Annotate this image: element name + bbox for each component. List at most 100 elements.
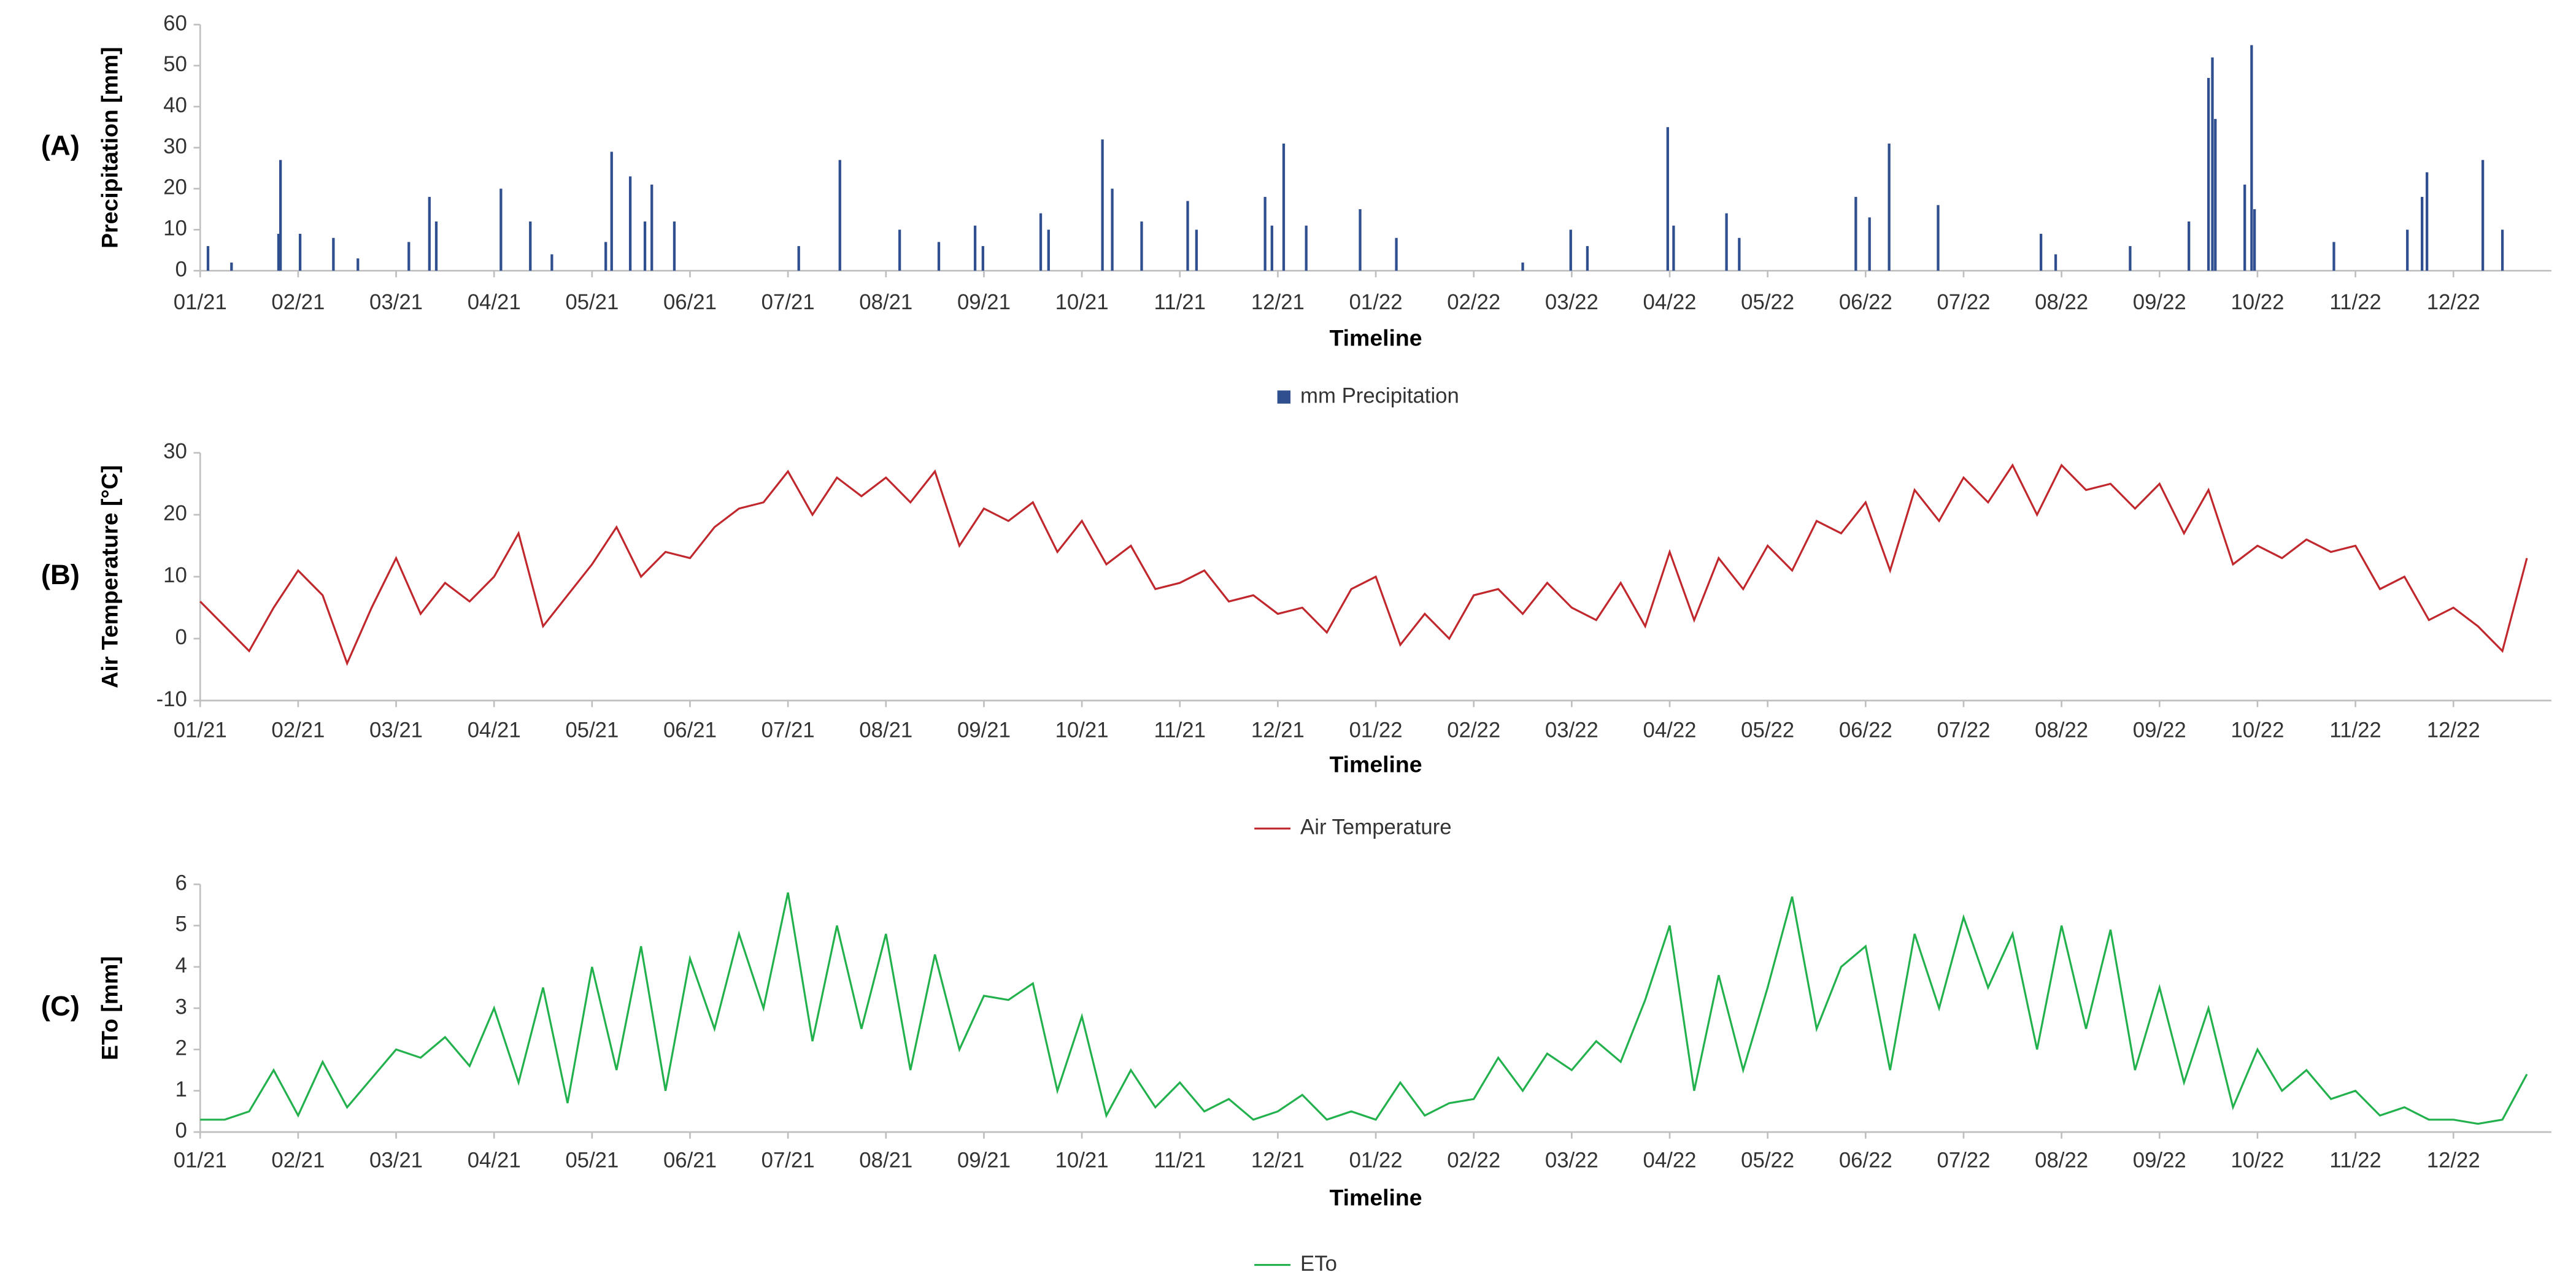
x-tick-label: 09/21: [957, 1149, 1011, 1172]
x-tick-label: 04/21: [468, 291, 521, 314]
x-tick-label: 04/22: [1643, 1149, 1697, 1172]
y-tick-label: 30: [163, 135, 187, 158]
bar: [610, 152, 613, 271]
bar: [1039, 213, 1043, 271]
x-tick-label: 01/22: [1349, 291, 1403, 314]
y-tick-label: 0: [175, 1119, 187, 1142]
x-tick-label: 06/21: [663, 291, 717, 314]
x-tick-label: 09/21: [957, 291, 1011, 314]
x-tick-label: 02/22: [1447, 719, 1500, 742]
bar: [428, 196, 431, 271]
x-tick-label: 07/22: [1937, 291, 1990, 314]
bar: [2214, 118, 2217, 271]
y-axis-title: Precipitation [mm]: [97, 47, 123, 249]
x-tick-label: 05/22: [1741, 719, 1794, 742]
panel: (A) Precipitation [mm] Timeline 0 10 20 30 40 50…: [41, 12, 2551, 407]
bar: [2425, 172, 2429, 271]
legend-label: ETo: [1300, 1252, 1337, 1276]
x-tick-label: 11/22: [2329, 291, 2381, 314]
bar: [2253, 209, 2256, 271]
bar: [973, 225, 977, 271]
y-tick-label: 10: [163, 564, 187, 587]
bar: [1047, 229, 1050, 271]
bar: [1569, 229, 1572, 271]
x-tick-label: 02/22: [1447, 291, 1500, 314]
bar: [2054, 254, 2057, 271]
x-tick-label: 08/22: [2035, 291, 2088, 314]
y-tick-label: 30: [163, 440, 187, 463]
bar: [206, 246, 210, 271]
x-tick-label: 07/22: [1937, 719, 1990, 742]
y-tick-label: 0: [175, 626, 187, 649]
x-tick-label: 04/22: [1643, 291, 1697, 314]
x-tick-label: 10/21: [1055, 1149, 1109, 1172]
x-tick-label: 03/21: [369, 719, 423, 742]
x-tick-label: 07/21: [762, 1149, 815, 1172]
y-tick-label: 2: [175, 1037, 187, 1060]
x-tick-label: 12/22: [2427, 291, 2480, 314]
bar: [2501, 229, 2504, 271]
x-tick-label: 03/21: [369, 1149, 423, 1172]
x-tick-label: 10/22: [2231, 1149, 2284, 1172]
x-tick-label: 08/22: [2035, 719, 2088, 742]
x-tick-label: 08/21: [859, 1149, 912, 1172]
bar: [529, 221, 532, 271]
x-tick-label: 12/21: [1251, 1149, 1305, 1172]
x-tick-label: 02/22: [1447, 1149, 1500, 1172]
legend-label: Air Temperature: [1300, 816, 1452, 839]
bar: [1140, 221, 1143, 271]
x-tick-label: 11/22: [2329, 719, 2381, 742]
bar: [1854, 196, 1857, 271]
x-tick-label: 07/21: [762, 291, 815, 314]
bar: [1868, 217, 1871, 271]
bar: [604, 242, 607, 271]
x-tick-label: 07/22: [1937, 1149, 1990, 1172]
bar: [1186, 201, 1189, 271]
bar: [2129, 246, 2132, 271]
x-tick-label: 12/22: [2427, 719, 2480, 742]
bar: [838, 160, 841, 271]
x-tick-label: 12/21: [1251, 291, 1305, 314]
x-tick-label: 01/22: [1349, 719, 1403, 742]
y-tick-label: 0: [175, 258, 187, 281]
x-tick-label: 03/22: [1545, 1149, 1598, 1172]
x-tick-label: 09/22: [2133, 291, 2186, 314]
x-tick-label: 01/21: [174, 291, 227, 314]
bar: [1195, 229, 1198, 271]
x-tick-label: 05/22: [1741, 1149, 1794, 1172]
bar: [1586, 246, 1589, 271]
legend-swatch: [1277, 390, 1291, 404]
y-tick-label: 20: [163, 502, 187, 525]
bar: [1738, 237, 1741, 271]
y-tick-label: 40: [163, 94, 187, 117]
bar: [407, 242, 411, 271]
bar: [2332, 242, 2335, 271]
x-tick-label: 03/22: [1545, 719, 1598, 742]
bar: [1725, 213, 1728, 271]
bar: [2421, 196, 2424, 271]
bar: [2211, 57, 2214, 271]
x-tick-label: 02/21: [271, 291, 325, 314]
y-axis-title: ETo [mm]: [97, 956, 123, 1060]
bar: [277, 234, 280, 271]
bar: [279, 160, 282, 271]
bar: [937, 242, 941, 271]
bar: [1937, 205, 1940, 271]
bar: [2243, 184, 2246, 271]
line-series: [199, 463, 2528, 666]
bar: [2039, 234, 2043, 271]
panel-label: (A): [41, 130, 80, 161]
x-tick-label: 11/21: [1154, 719, 1206, 742]
x-tick-label: 05/22: [1741, 291, 1794, 314]
bar: [332, 237, 335, 271]
x-tick-label: 06/21: [663, 719, 717, 742]
x-tick-label: 05/21: [565, 719, 619, 742]
y-tick-label: 1: [175, 1078, 187, 1101]
x-axis-title: Timeline: [1329, 752, 1422, 777]
bar: [2481, 160, 2485, 271]
x-tick-label: 06/22: [1839, 1149, 1892, 1172]
x-tick-label: 01/21: [174, 1149, 227, 1172]
bar: [673, 221, 676, 271]
